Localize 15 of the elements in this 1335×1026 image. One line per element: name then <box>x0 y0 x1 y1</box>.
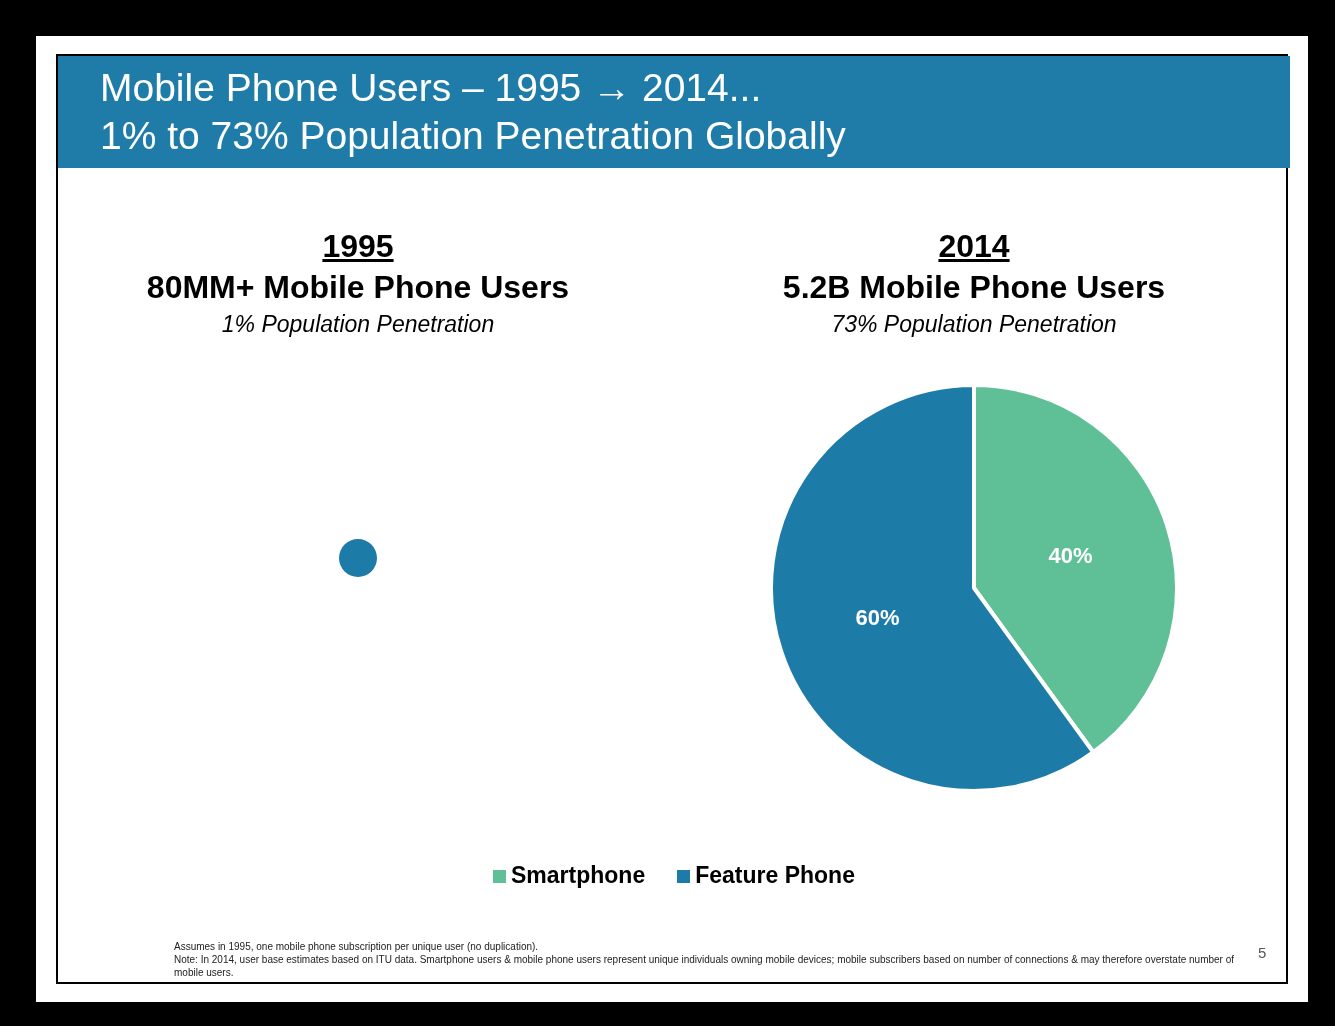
chart-subtitle: 5.2B Mobile Phone Users <box>781 268 1167 307</box>
legend-label: Feature Phone <box>695 862 855 888</box>
text: 73% Population Penetration <box>830 310 1118 339</box>
text: Assumes in 1995, one mobile phone subscription per unique user (no duplication). <box>174 940 540 953</box>
data-label: 40% <box>1048 542 1093 568</box>
chart-title: 2014 <box>937 227 1011 266</box>
chart-title: 1995 <box>321 227 395 266</box>
legend-label: Smartphone <box>511 862 646 888</box>
chart-subtitle: 80MM+ Mobile Phone Users <box>145 268 571 307</box>
text: Mobile Phone Users – 1995 → 2014... <box>100 65 763 111</box>
data-label: 60% <box>855 605 900 631</box>
text: Note: In 2014, user base estimates based on ITU data. Smartphone users & mobile phone users represent unique individuals owning mobile devices; mobile subscribers based on number of connections & may therefore overstate number of mobile users. <box>174 953 1236 979</box>
text: 1% to 73% Population Penetration Globally <box>100 113 847 159</box>
text: 1% Population Penetration <box>220 310 496 339</box>
text: 5 <box>1258 944 1267 961</box>
